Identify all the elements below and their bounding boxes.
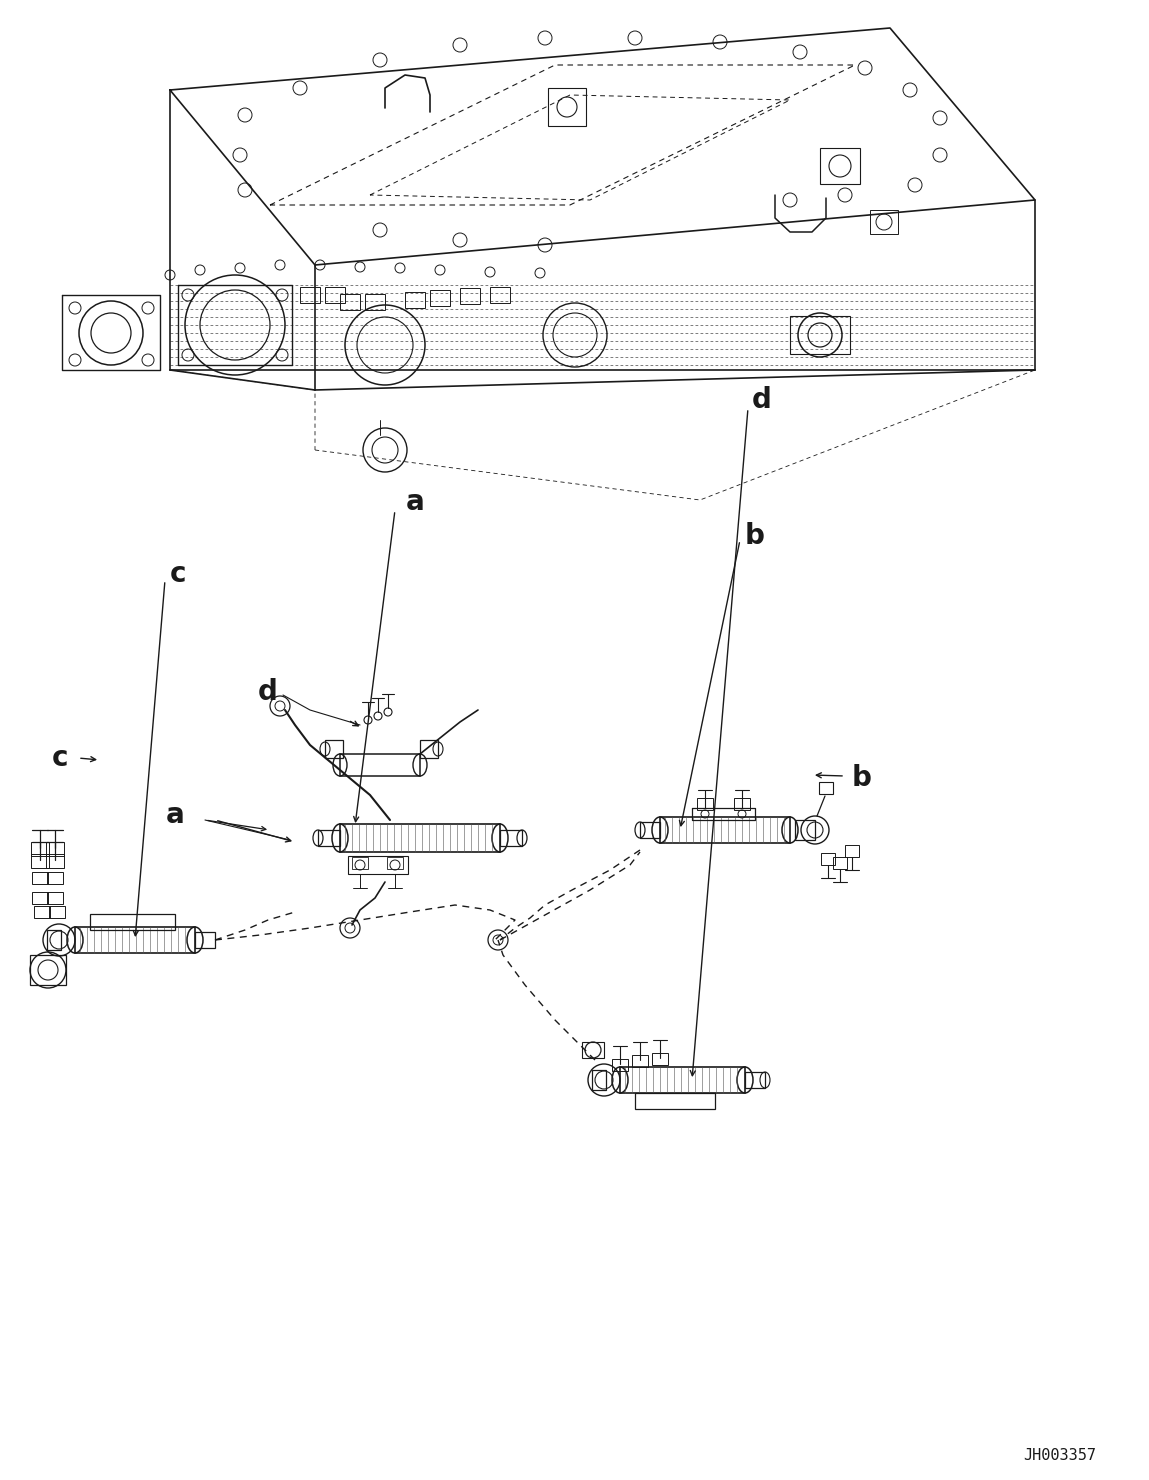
Bar [348,855,408,875]
Bar [548,87,586,126]
Bar [583,1042,604,1058]
Bar [47,892,63,904]
Text: b: b [745,522,765,551]
Bar [75,926,195,953]
Bar [592,1070,606,1089]
Bar [325,287,345,303]
Bar [49,906,65,918]
Bar [632,1055,648,1067]
Bar [640,821,660,838]
Bar [500,830,522,847]
Bar [404,292,425,308]
Bar [34,906,51,918]
Bar [612,1060,629,1072]
Text: JH003357: JH003357 [1024,1447,1096,1462]
Bar [660,817,791,844]
Bar [32,892,48,904]
Bar [365,295,385,309]
Bar [635,1094,715,1109]
Bar [90,915,175,929]
Bar [819,781,833,793]
Bar [489,287,510,303]
Bar [620,1067,745,1094]
Bar [46,854,64,867]
Bar [352,857,368,869]
Text: a: a [165,801,184,829]
Bar [31,842,49,855]
Bar [651,1052,668,1066]
Bar [791,317,850,354]
Bar [318,830,340,847]
Bar [340,753,421,776]
Bar [195,932,215,949]
Text: c: c [170,559,186,588]
Bar [795,820,815,841]
Bar [697,798,714,810]
Bar [325,740,344,758]
Text: a: a [406,488,424,517]
Bar [845,845,859,857]
Bar [47,929,61,950]
Bar [421,740,438,758]
Bar [745,1072,765,1088]
Text: d: d [753,386,772,414]
Text: d: d [259,678,278,706]
Bar [300,287,321,303]
Bar [340,824,500,852]
Text: c: c [52,744,68,773]
Bar [30,955,65,986]
Bar [430,290,450,306]
Bar [387,857,403,869]
Text: b: b [853,764,872,792]
Bar [47,872,63,884]
Bar [460,289,480,303]
Bar [822,852,835,864]
Bar [340,295,360,309]
Bar [32,872,48,884]
Bar [734,798,750,810]
Bar [833,857,847,869]
Bar [870,210,899,234]
Bar [46,842,64,855]
Bar [31,854,49,867]
Bar [820,148,859,184]
